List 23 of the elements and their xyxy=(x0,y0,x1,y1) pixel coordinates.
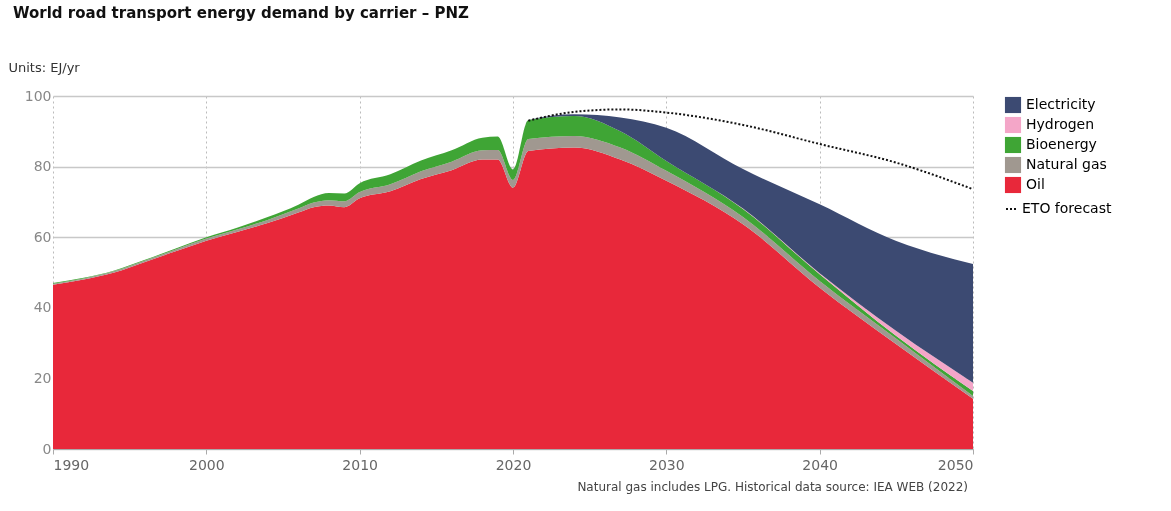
x-tick-label: 2030 xyxy=(649,456,685,473)
chart-title: World road transport energy demand by carrier – PNZ xyxy=(13,4,469,22)
y-tick-label: 0 xyxy=(42,440,52,457)
y-tick-label: 60 xyxy=(33,228,52,245)
line-series xyxy=(527,108,974,191)
legend-label: ETO forecast xyxy=(1022,200,1112,216)
x-tick-label: 1990 xyxy=(53,456,90,473)
y-tick-label: 80 xyxy=(33,158,52,175)
legend-label: Hydrogen xyxy=(1026,116,1095,132)
x-tick-label: 2050 xyxy=(937,456,974,473)
x-tick-label: 2020 xyxy=(495,456,532,473)
text: Natural gas includes LPG. Historical data source: IEA WEB (2022) xyxy=(576,480,968,494)
legend-label: Bioenergy xyxy=(1026,136,1097,152)
x-tick-label: 2040 xyxy=(802,456,838,473)
y-tick-label: 20 xyxy=(33,369,52,386)
legend-label: Oil xyxy=(1026,176,1045,192)
legend-label: Electricity xyxy=(1026,96,1096,112)
y-tick-label: 40 xyxy=(33,299,52,316)
x-tick-label: 2000 xyxy=(189,456,225,473)
y-tick-label: 100 xyxy=(24,87,52,104)
x-tick-label: 2010 xyxy=(342,456,378,473)
legend-label: Natural gas xyxy=(1026,156,1107,172)
y-axis-title: Units: EJ/yr xyxy=(8,59,81,75)
